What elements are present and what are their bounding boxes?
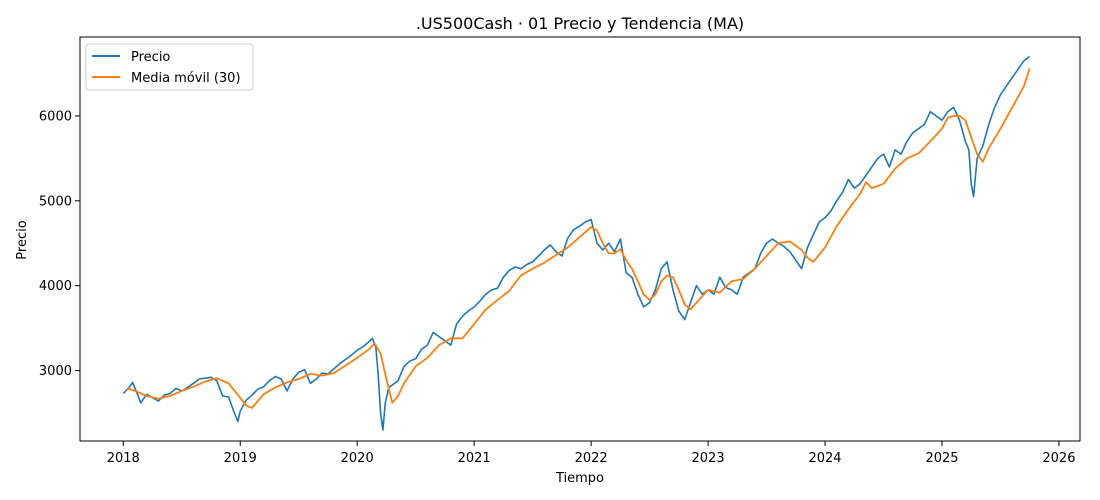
series-line-precio xyxy=(122,55,1031,431)
x-tick-label: 2019 xyxy=(224,451,257,466)
x-tick-label: 2023 xyxy=(692,451,725,466)
legend-label-precio: Precio xyxy=(131,50,170,65)
x-axis: 2018 2019 2020 2021 2022 2023 2024 2025 2026 xyxy=(107,441,1075,466)
x-tick-label: 2018 xyxy=(107,451,140,466)
legend: Precio Media móvil (30) xyxy=(85,43,254,91)
y-tick-label: 4000 xyxy=(39,279,72,294)
y-axis: 3000 4000 5000 6000 xyxy=(39,109,80,379)
x-tick-label: 2021 xyxy=(458,451,491,466)
plot-frame xyxy=(79,36,1081,442)
x-tick-label: 2025 xyxy=(925,451,958,466)
x-tick-label: 2024 xyxy=(808,451,841,466)
legend-label-media-movil: Media móvil (30) xyxy=(131,71,241,86)
series-layer xyxy=(122,55,1031,431)
x-axis-label: Tiempo xyxy=(555,471,604,486)
y-tick-label: 3000 xyxy=(39,364,72,379)
y-tick-label: 5000 xyxy=(39,194,72,209)
y-tick-label: 6000 xyxy=(39,109,72,124)
chart-title: .US500Cash · 01 Precio y Tendencia (MA) xyxy=(416,14,744,33)
x-tick-label: 2026 xyxy=(1042,451,1075,466)
legend-box xyxy=(85,43,254,91)
series-line-media-movil xyxy=(126,68,1031,409)
x-tick-label: 2020 xyxy=(341,451,374,466)
y-axis-label: Precio xyxy=(15,220,30,259)
x-tick-label: 2022 xyxy=(575,451,608,466)
